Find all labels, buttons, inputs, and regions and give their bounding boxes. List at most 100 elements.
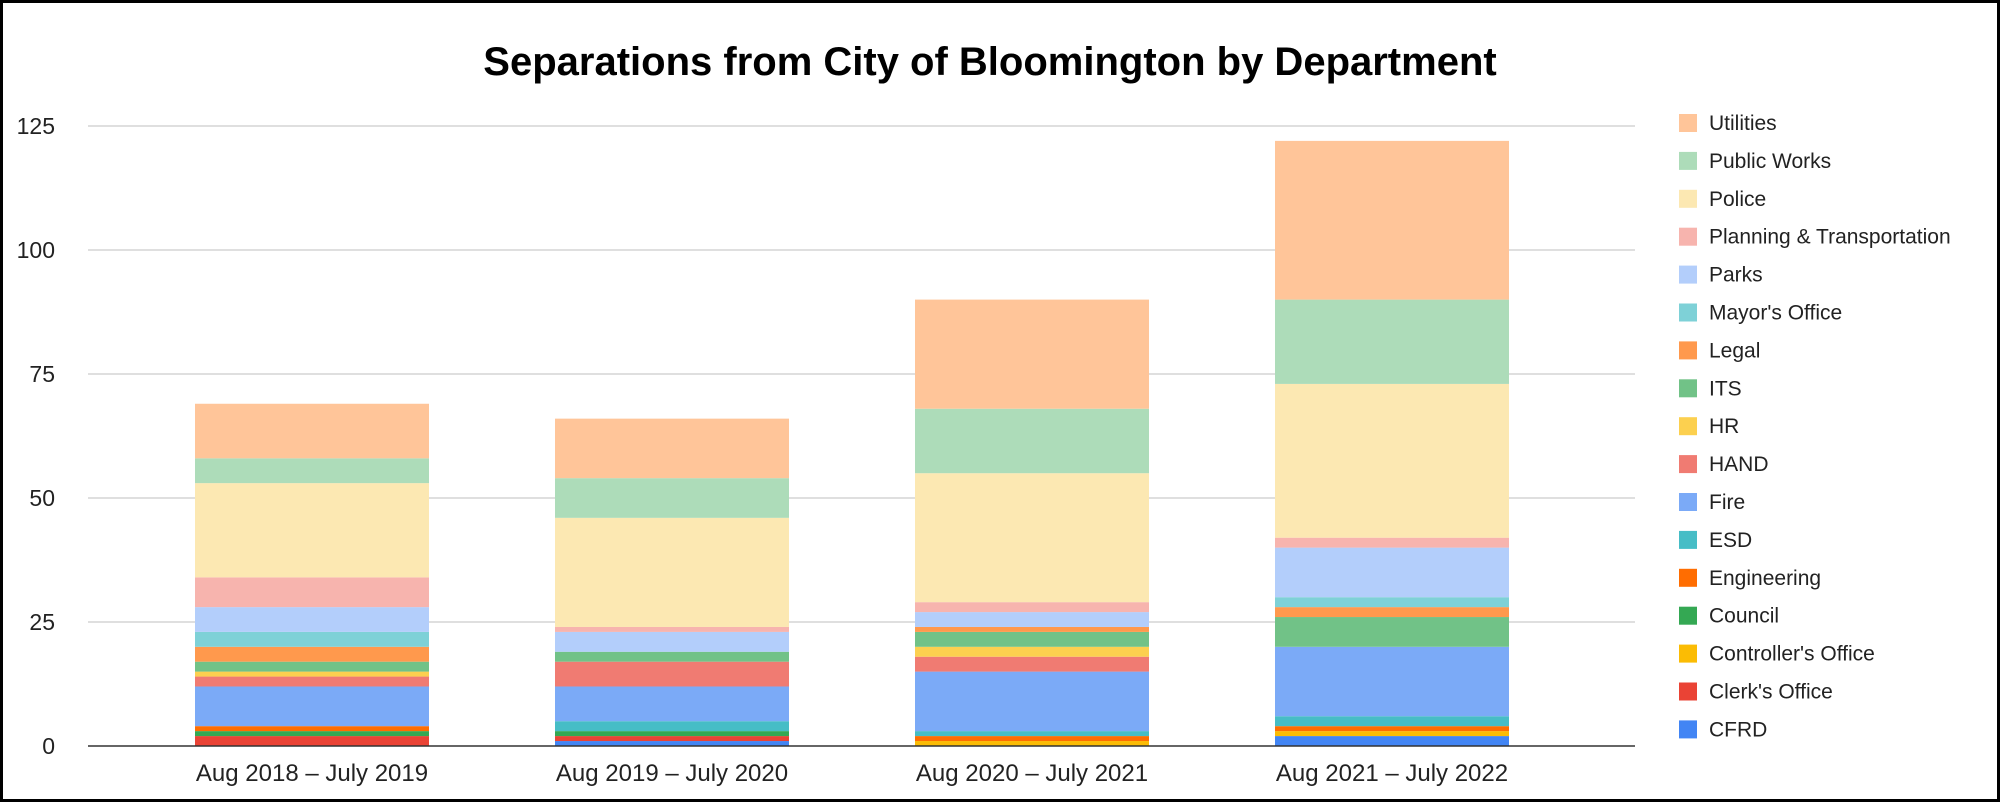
bar-segment — [1275, 607, 1509, 618]
bar-segment — [195, 661, 429, 672]
legend-swatch — [1679, 379, 1697, 398]
bar-segment — [915, 656, 1149, 672]
legend-swatch — [1679, 189, 1697, 208]
bar-segment — [915, 646, 1149, 657]
legend-swatch — [1679, 303, 1697, 322]
legend-label: Public Works — [1709, 150, 1831, 173]
x-tick-label: Aug 2019 – July 2020 — [556, 760, 788, 787]
bar-segment — [915, 408, 1149, 474]
bar-stack — [555, 418, 789, 746]
legend-swatch — [1679, 417, 1697, 436]
legend-label: Planning & Transportation — [1709, 226, 1951, 249]
legend-item: Council — [1679, 605, 1779, 628]
bar-segment — [1275, 140, 1509, 300]
legend-item: CFRD — [1679, 718, 1767, 741]
legend-label: Parks — [1709, 264, 1763, 287]
bar-segment — [1275, 299, 1509, 384]
bar-segment — [915, 299, 1149, 409]
legend-item: Controller's Office — [1679, 643, 1875, 666]
legend-item: Clerk's Office — [1679, 681, 1833, 704]
legend-swatch — [1679, 568, 1697, 587]
y-tick-label: 100 — [17, 237, 55, 263]
legend-item: HR — [1679, 415, 1739, 438]
legend-label: Clerk's Office — [1709, 681, 1833, 704]
legend-swatch — [1679, 720, 1697, 739]
legend-item: Fire — [1679, 491, 1745, 514]
bar-segment — [555, 721, 789, 732]
bar-segment — [915, 473, 1149, 603]
bar-segment — [915, 626, 1149, 632]
legend-swatch — [1679, 493, 1697, 511]
y-tick-label: 125 — [17, 113, 55, 139]
bar-segment — [195, 631, 429, 647]
y-tick-label: 0 — [42, 733, 55, 759]
legend-swatch — [1679, 682, 1697, 701]
bar-segment — [555, 517, 789, 627]
y-tick-label: 75 — [29, 361, 55, 387]
bar-segment — [915, 741, 1149, 746]
legend-label: Engineering — [1709, 567, 1821, 590]
bar-segment — [915, 736, 1149, 742]
legend-label: Utilities — [1709, 112, 1777, 135]
bar-segment — [195, 676, 429, 687]
bar-segment — [195, 736, 429, 746]
bar-segment — [915, 631, 1149, 647]
legend-item: Legal — [1679, 339, 1760, 362]
legend-swatch — [1679, 530, 1697, 549]
legend-swatch — [1679, 265, 1697, 284]
legend-item: Planning & Transportation — [1679, 226, 1951, 249]
bar-segment — [555, 686, 789, 722]
y-tick-label: 25 — [29, 609, 55, 635]
bar-stacks — [195, 140, 1509, 746]
legend-label: HR — [1709, 415, 1739, 438]
legend-label: Legal — [1709, 339, 1760, 362]
legend-label: HAND — [1709, 453, 1769, 476]
legend-label: Mayor's Office — [1709, 302, 1842, 325]
legend-label: ITS — [1709, 377, 1742, 400]
bar-segment — [915, 602, 1149, 613]
bar-stack — [915, 299, 1149, 746]
bar-segment — [555, 478, 789, 518]
bar-segment — [195, 646, 429, 662]
bar-segment — [1275, 726, 1509, 732]
legend-item: Engineering — [1679, 567, 1821, 590]
bar-segment — [195, 726, 429, 732]
legend-item: Parks — [1679, 264, 1763, 287]
legend-label: ESD — [1709, 529, 1752, 552]
bar-segment — [195, 607, 429, 632]
legend-item: Utilities — [1679, 112, 1777, 135]
legend-item: ESD — [1679, 529, 1752, 552]
legend-label: CFRD — [1709, 718, 1767, 741]
bar-segment — [555, 631, 789, 652]
bar-segment — [1275, 537, 1509, 548]
bar-segment — [195, 577, 429, 608]
bar-segment — [915, 671, 1149, 732]
bar-segment — [1275, 716, 1509, 727]
bar-stack — [1275, 140, 1509, 746]
x-axis: Aug 2018 – July 2019 Aug 2019 – July 2020… — [88, 745, 1635, 787]
bar-segment — [915, 612, 1149, 627]
bar-segment — [555, 418, 789, 479]
legend-item: Public Works — [1679, 150, 1831, 173]
legend-swatch — [1679, 227, 1697, 246]
chart-title: Separations from City of Bloomington by … — [483, 40, 1496, 84]
legend-item: HAND — [1679, 453, 1769, 476]
bar-segment — [555, 736, 789, 742]
bar-segment — [555, 741, 789, 746]
legend-item: Mayor's Office — [1679, 302, 1842, 325]
y-tick-label: 50 — [29, 485, 55, 511]
bar-segment — [195, 458, 429, 484]
bar-segment — [555, 731, 789, 737]
bar-segment — [195, 483, 429, 578]
y-axis-ticks: 0 25 50 75 100 125 — [17, 113, 55, 759]
bar-segment — [1275, 731, 1509, 737]
legend-swatch — [1679, 455, 1697, 474]
bar-segment — [195, 403, 429, 459]
bar-segment — [195, 686, 429, 727]
bar-segment — [195, 671, 429, 677]
legend-swatch — [1679, 114, 1697, 132]
x-tick-label: Aug 2021 – July 2022 — [1276, 760, 1508, 787]
legend-label: Fire — [1709, 491, 1745, 514]
